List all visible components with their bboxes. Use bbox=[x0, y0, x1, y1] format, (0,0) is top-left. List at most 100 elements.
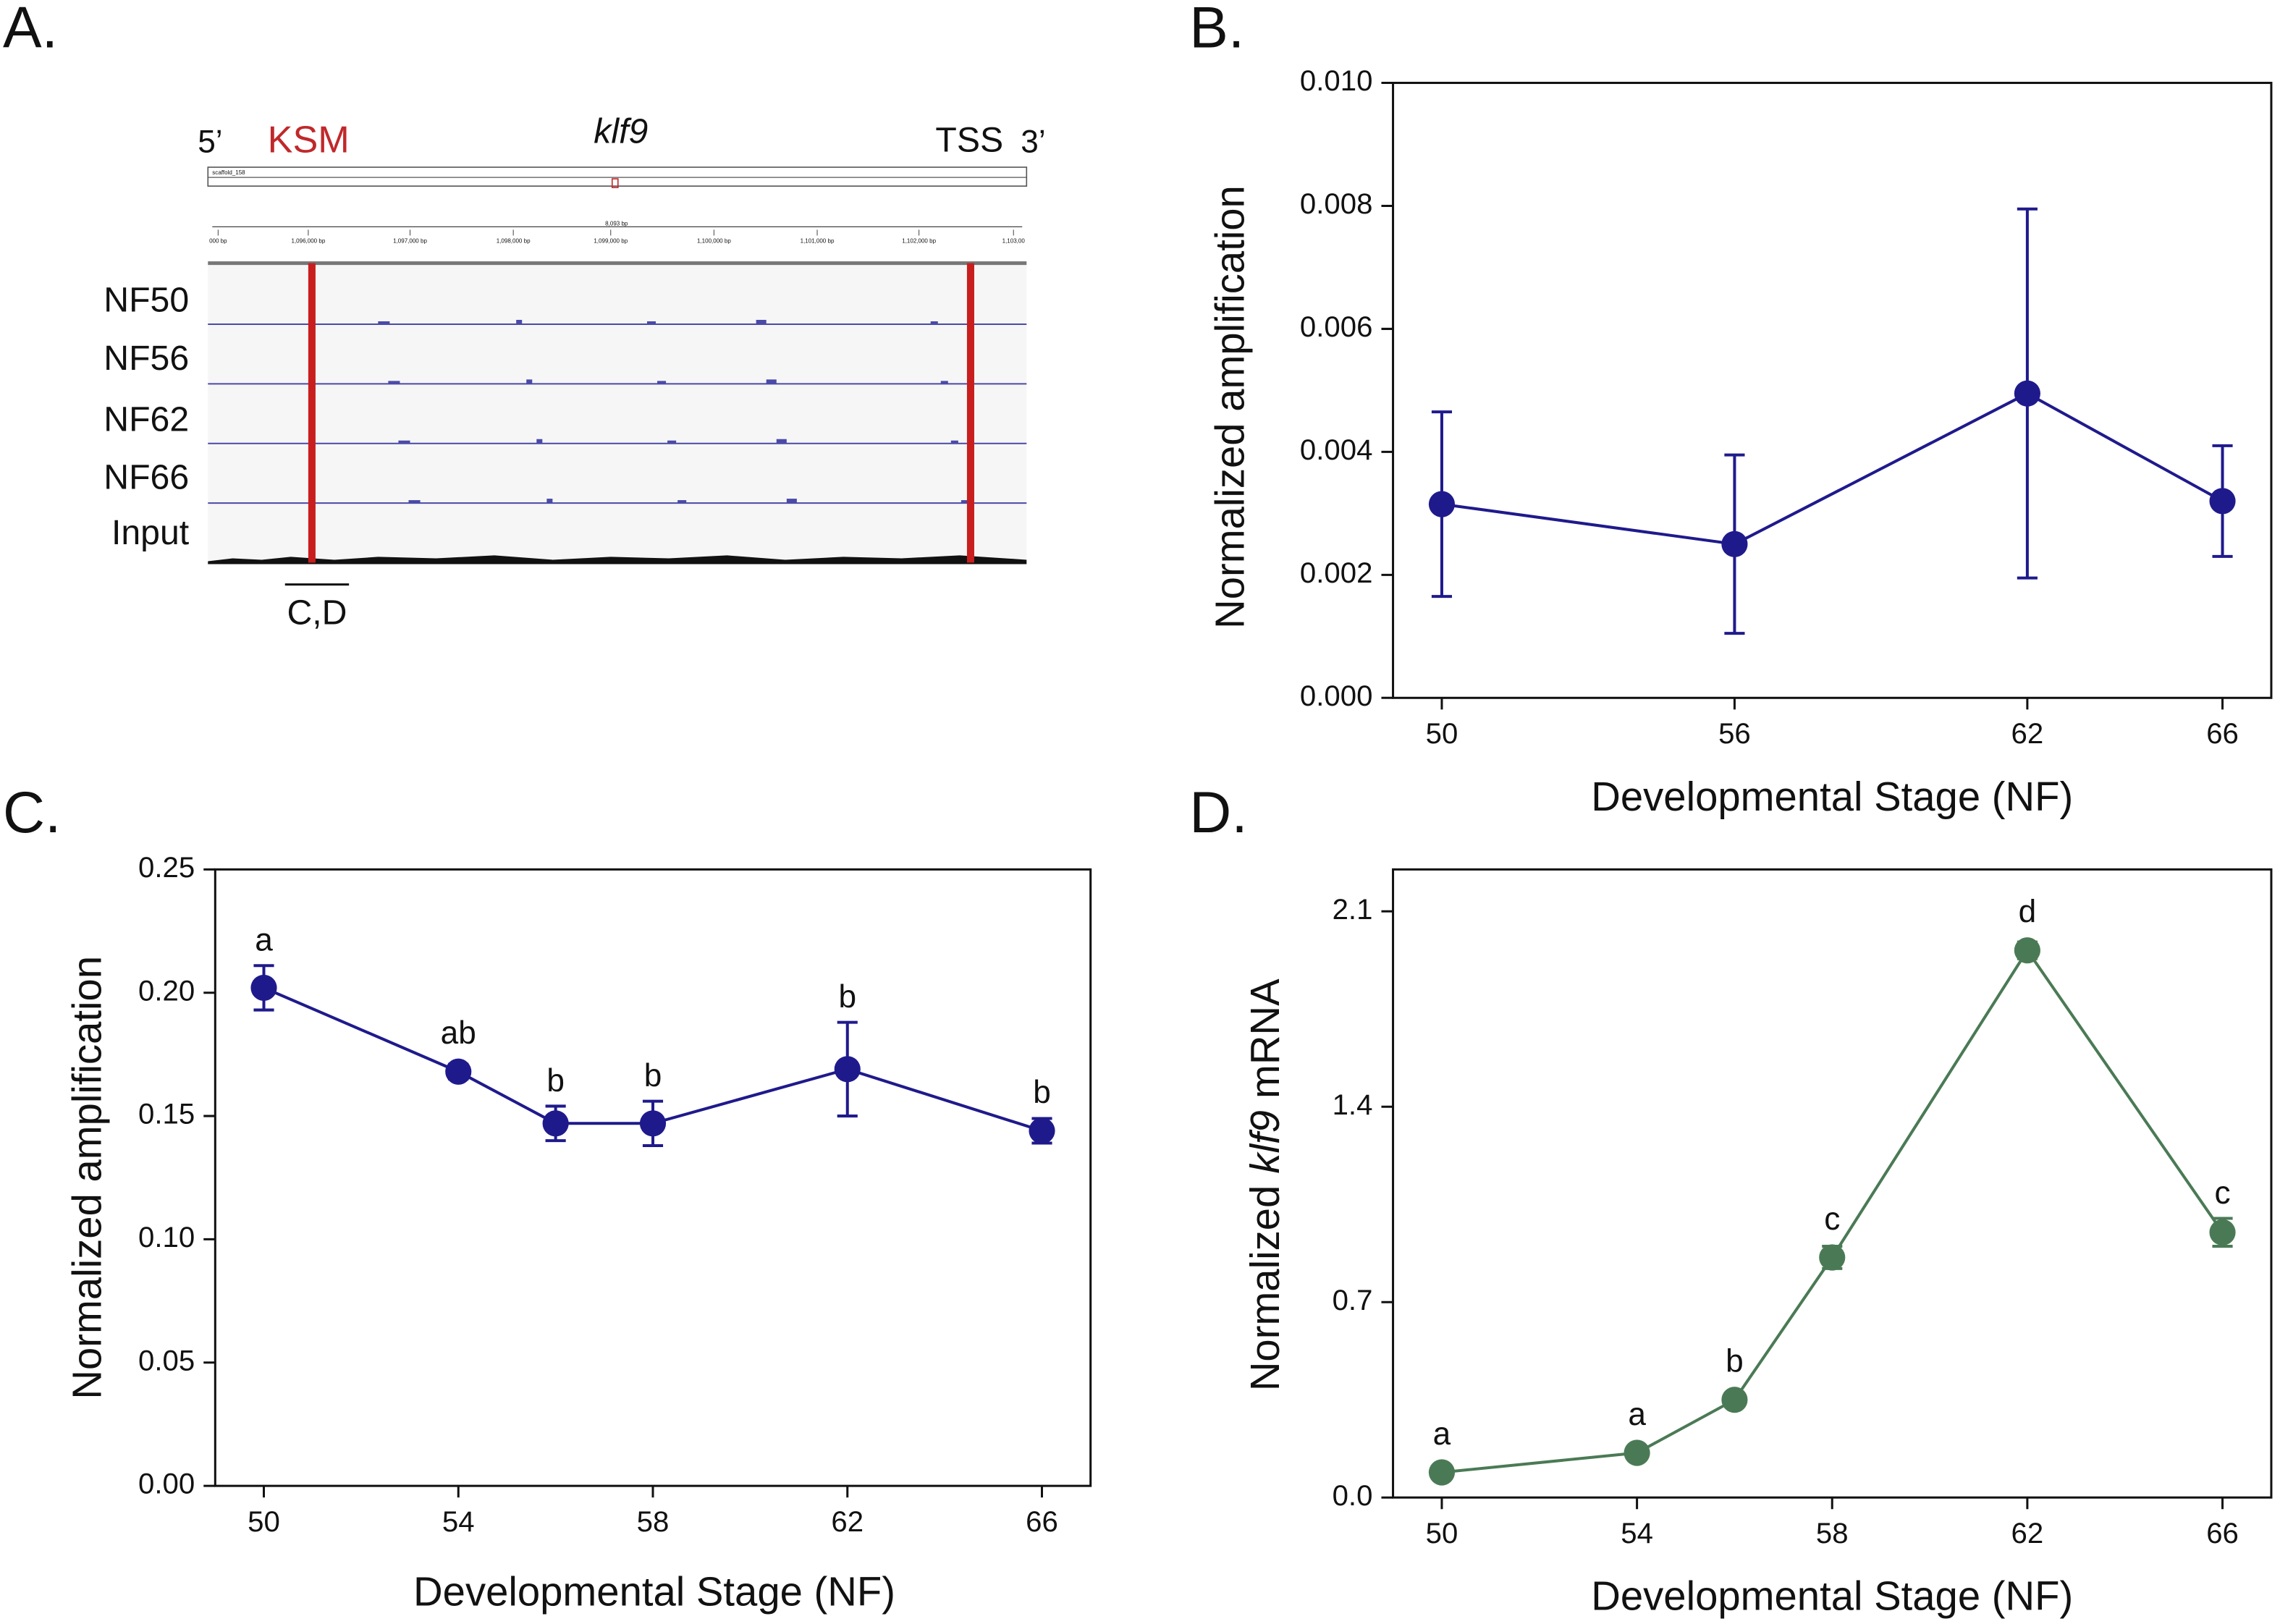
significance-letter: a bbox=[1628, 1397, 1646, 1432]
track-peak bbox=[408, 500, 421, 504]
coord-label: 1,098,000 bp bbox=[497, 238, 531, 245]
track-peak bbox=[776, 439, 787, 444]
coord-label: 1,097,000 bp bbox=[393, 238, 427, 245]
y-axis-title: Normalized klf9 mRNA bbox=[1242, 978, 1288, 1391]
track-peak bbox=[657, 381, 667, 384]
significance-letter: c bbox=[1824, 1201, 1840, 1237]
point bbox=[2014, 380, 2040, 407]
coord-label: 000 bp bbox=[209, 238, 227, 245]
y-axis-title-part: klf9 bbox=[1242, 1110, 1288, 1174]
coord-label: 1,102,000 bp bbox=[902, 238, 936, 245]
input-signal bbox=[208, 555, 1027, 564]
track-peak bbox=[398, 440, 410, 444]
track-peak bbox=[516, 319, 523, 325]
scaffold-label: scaffold_158 bbox=[212, 169, 245, 176]
point bbox=[542, 1110, 569, 1137]
panel-label: C. bbox=[3, 780, 61, 845]
track-peak bbox=[536, 439, 543, 444]
significance-letter: a bbox=[255, 923, 273, 958]
y-tick-label: 0.006 bbox=[1300, 310, 1373, 343]
track-label: NF50 bbox=[104, 281, 189, 320]
track-peak bbox=[766, 379, 777, 384]
x-tick-label: 56 bbox=[1718, 717, 1751, 750]
track-label: NF66 bbox=[104, 458, 189, 497]
y-tick-label: 0.008 bbox=[1300, 187, 1373, 220]
coord-label: 1,101,000 bp bbox=[801, 238, 835, 245]
significance-letter: ab bbox=[441, 1015, 476, 1051]
track-peak bbox=[667, 440, 677, 444]
significance-letter: b bbox=[1033, 1075, 1051, 1110]
five-prime: 5’ bbox=[198, 124, 222, 160]
y-tick-label: 0.05 bbox=[138, 1344, 195, 1376]
y-axis-title: Normalized amplification bbox=[1207, 185, 1252, 629]
point bbox=[1721, 1387, 1748, 1413]
series-line bbox=[263, 986, 1043, 1133]
track-area bbox=[208, 263, 1027, 564]
x-tick-label: 58 bbox=[1816, 1517, 1849, 1549]
point bbox=[2209, 488, 2236, 515]
panel-label: D. bbox=[1189, 780, 1247, 845]
point bbox=[1819, 1244, 1846, 1271]
panel-label: B. bbox=[1189, 0, 1244, 60]
x-axis-title: Developmental Stage (NF) bbox=[413, 1569, 895, 1615]
y-tick-label: 0.25 bbox=[138, 851, 195, 884]
x-tick-label: 50 bbox=[248, 1505, 280, 1538]
y-tick-label: 0.10 bbox=[138, 1221, 195, 1253]
ksm-bar bbox=[308, 263, 316, 563]
track-peak bbox=[546, 499, 553, 504]
x-tick-label: 50 bbox=[1426, 1517, 1458, 1549]
x-tick-label: 62 bbox=[2011, 1517, 2044, 1549]
coord-labels: 000 bp 1,096,000 bp 1,097,000 bp 1,098,000 … bbox=[209, 229, 1025, 245]
span-label: 8,093 bp bbox=[605, 221, 628, 227]
coord-label: 1,096,000 bp bbox=[291, 238, 325, 245]
y-tick-label: 0.002 bbox=[1300, 557, 1373, 589]
significance-letter: d bbox=[2019, 895, 2037, 930]
gene-label: klf9 bbox=[594, 112, 648, 151]
y-axis-title-part: mRNA bbox=[1242, 978, 1288, 1099]
series-line bbox=[1441, 392, 2224, 546]
series-line bbox=[1441, 947, 2224, 1474]
y-tick-label: 0.00 bbox=[138, 1468, 195, 1500]
y-tick-label: 0.0 bbox=[1333, 1479, 1373, 1512]
coord-label: 1,099,000 bp bbox=[594, 238, 628, 245]
point bbox=[1428, 491, 1456, 517]
point bbox=[639, 1110, 667, 1137]
tss-bar bbox=[966, 263, 974, 563]
track-peak bbox=[646, 321, 656, 325]
point bbox=[250, 974, 277, 1001]
amplicon-label: C,D bbox=[287, 593, 347, 633]
track-peak bbox=[677, 500, 687, 504]
track-peak bbox=[950, 440, 958, 444]
track-label: NF56 bbox=[104, 339, 189, 378]
y-tick-label: 0.7 bbox=[1333, 1284, 1373, 1316]
x-tick-label: 66 bbox=[1026, 1505, 1058, 1538]
significance-letter: a bbox=[1433, 1416, 1451, 1452]
y-axis-title-part: Normalized bbox=[1242, 1185, 1288, 1391]
y-tick-label: 0.20 bbox=[138, 974, 195, 1007]
track-peak bbox=[930, 321, 938, 325]
x-axis-title: Developmental Stage (NF) bbox=[1591, 774, 2073, 819]
tracks: NF50 NF56 NF62 NF66 Input bbox=[104, 281, 1027, 552]
three-prime: 3’ bbox=[1021, 124, 1045, 160]
genome-view: A. 5’ KSM klf9 TSS 3’ scaffold_158 8,093… bbox=[3, 0, 1046, 633]
x-tick-label: 66 bbox=[2206, 717, 2239, 750]
point bbox=[1029, 1117, 1055, 1144]
track-label: NF62 bbox=[104, 399, 189, 439]
track-peak bbox=[378, 321, 390, 325]
y-tick-label: 0.004 bbox=[1300, 434, 1373, 466]
point bbox=[1428, 1459, 1456, 1486]
x-tick-label: 66 bbox=[2206, 1517, 2239, 1549]
x-tick-label: 62 bbox=[2011, 717, 2044, 750]
point bbox=[2209, 1219, 2236, 1246]
y-tick-label: 0.000 bbox=[1300, 680, 1373, 712]
y-tick-label: 0.010 bbox=[1300, 64, 1373, 97]
x-tick-label: 58 bbox=[637, 1505, 670, 1538]
x-axis-title: Developmental Stage (NF) bbox=[1591, 1573, 2073, 1619]
y-tick-label: 2.1 bbox=[1333, 893, 1373, 926]
panel-label: A. bbox=[3, 0, 58, 60]
track-peak bbox=[940, 381, 948, 384]
x-tick-label: 54 bbox=[1621, 1517, 1653, 1549]
point bbox=[1721, 530, 1748, 557]
x-tick-label: 54 bbox=[442, 1505, 475, 1538]
track-label: Input bbox=[111, 513, 190, 552]
